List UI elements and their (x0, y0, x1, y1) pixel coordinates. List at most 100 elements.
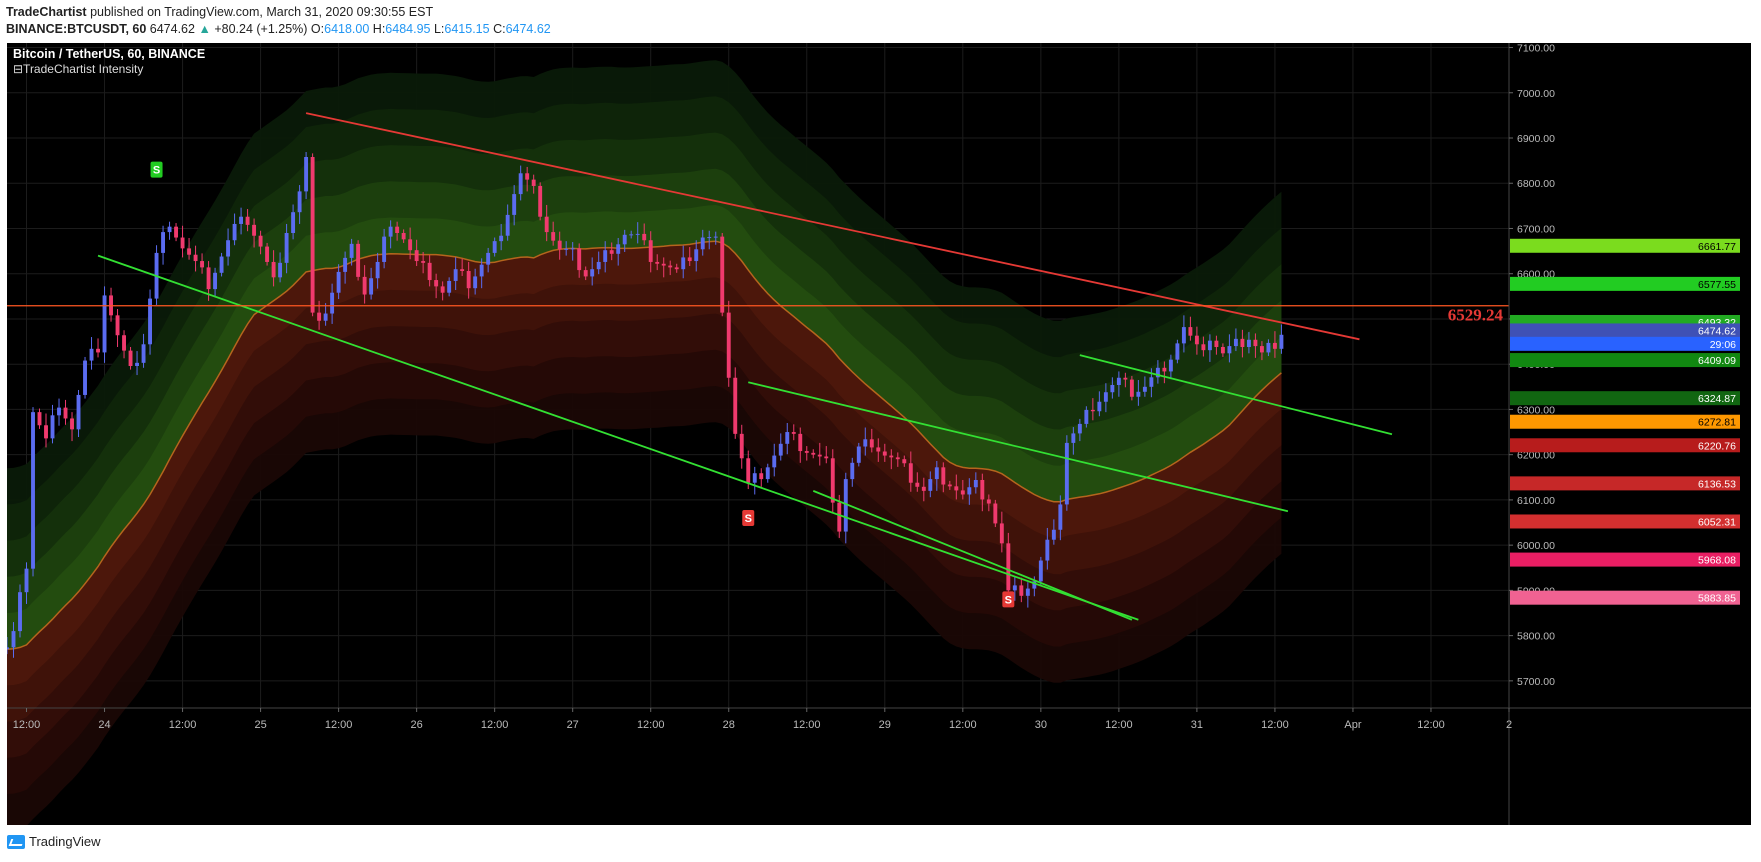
candle (830, 449, 835, 514)
candle (557, 231, 562, 260)
candle (232, 213, 237, 246)
candle-body (759, 473, 764, 480)
candle-body (622, 234, 627, 245)
price-label-bg (1510, 514, 1740, 529)
candle (1142, 376, 1147, 397)
candle-body (590, 269, 595, 277)
candle-body (993, 503, 998, 524)
high-value: 6484.95 (385, 22, 431, 36)
candle (765, 463, 770, 483)
candle-body (63, 407, 68, 419)
candle (928, 471, 933, 498)
candle (1025, 582, 1030, 608)
close-label: C: (493, 22, 506, 36)
candle (1090, 398, 1095, 421)
candle (395, 221, 400, 241)
candle-body (895, 457, 900, 460)
signal-marker: S (1002, 591, 1015, 608)
candle-body (1025, 588, 1030, 596)
candle (473, 268, 478, 295)
candle-body (1090, 409, 1095, 412)
candle-body (856, 446, 861, 463)
candle-body (1227, 346, 1232, 354)
price-label-text: 6577.55 (1698, 279, 1736, 291)
candle-body (1266, 342, 1271, 353)
candle-body (1181, 327, 1186, 344)
candle-body (349, 243, 354, 258)
candle (1181, 315, 1186, 353)
price-tick-label: 6000.00 (1517, 540, 1555, 552)
candle-body (954, 486, 959, 491)
candle (824, 446, 829, 464)
price-label-bg (1510, 353, 1740, 368)
candle-body (174, 226, 179, 238)
candle (89, 337, 94, 370)
price-chart[interactable]: 6529.24SSS5700.005800.005900.006000.0061… (7, 43, 1751, 825)
time-tick-label: 12:00 (793, 719, 821, 731)
candle-body (700, 237, 705, 250)
candle (616, 237, 621, 266)
price-label-bg (1510, 276, 1740, 291)
candle-body (889, 455, 894, 458)
candle-body (76, 394, 81, 430)
candle (278, 252, 283, 283)
signal-label: S (745, 513, 752, 525)
price-tick-label: 6100.00 (1517, 495, 1555, 507)
candle-body (180, 237, 185, 249)
candle (76, 389, 81, 438)
candle (1136, 380, 1141, 406)
symbol: BINANCE:BTCUSDT, 60 (6, 22, 147, 36)
candle (590, 257, 595, 286)
candle-body (863, 439, 868, 447)
candle (63, 399, 68, 425)
candle (1272, 331, 1277, 358)
candle (408, 227, 413, 260)
candle (96, 338, 100, 358)
ohlc-line: BINANCE:BTCUSDT, 60 6474.62 ▲ +80.24 (+1… (6, 21, 551, 38)
author-name[interactable]: TradeChartist (6, 5, 87, 19)
candle-body (902, 459, 907, 464)
price-tick-label: 5700.00 (1517, 676, 1555, 688)
time-tick-label: 12:00 (1417, 719, 1445, 731)
candle-body (304, 157, 309, 192)
candle (50, 404, 55, 444)
time-axis: 12:00 24 12:00 25 12:00 26 12:00 27 12:00 28 12:00… (13, 708, 1512, 731)
chart-area[interactable]: 6529.24SSS5700.005800.005900.006000.0061… (7, 43, 1751, 825)
candle (947, 480, 952, 490)
candle-body (785, 432, 790, 444)
tradingview-logo-icon[interactable] (7, 834, 25, 849)
candle (18, 584, 22, 638)
candle-body (479, 264, 484, 277)
up-arrow-icon: ▲ (198, 22, 211, 36)
candle (102, 286, 107, 363)
candle-body (707, 237, 712, 239)
last-price: 6474.62 (149, 22, 195, 36)
candle (115, 309, 120, 347)
candle (1103, 383, 1108, 413)
candle (609, 242, 614, 261)
intensity-baseline (7, 240, 1282, 650)
candle (720, 233, 725, 317)
candle-body (148, 298, 152, 345)
candle-body (1214, 340, 1219, 347)
candle-body (24, 568, 29, 593)
candle-body (583, 270, 588, 277)
candle (1058, 495, 1063, 541)
footer: TradingView (7, 834, 101, 849)
candle (544, 204, 549, 242)
candle-body (824, 456, 829, 459)
candle (648, 231, 653, 273)
candle (440, 281, 445, 301)
candle-body (960, 490, 965, 495)
candle-body (804, 451, 809, 453)
candle-body (765, 467, 770, 480)
candle-body (661, 263, 666, 266)
candle (245, 209, 250, 232)
candle-body (83, 360, 87, 395)
high-label: H: (372, 22, 386, 36)
candle (343, 251, 348, 284)
candle-body (882, 451, 887, 456)
candle (980, 473, 985, 512)
candle (44, 413, 48, 448)
brand-name[interactable]: TradingView (29, 834, 101, 849)
